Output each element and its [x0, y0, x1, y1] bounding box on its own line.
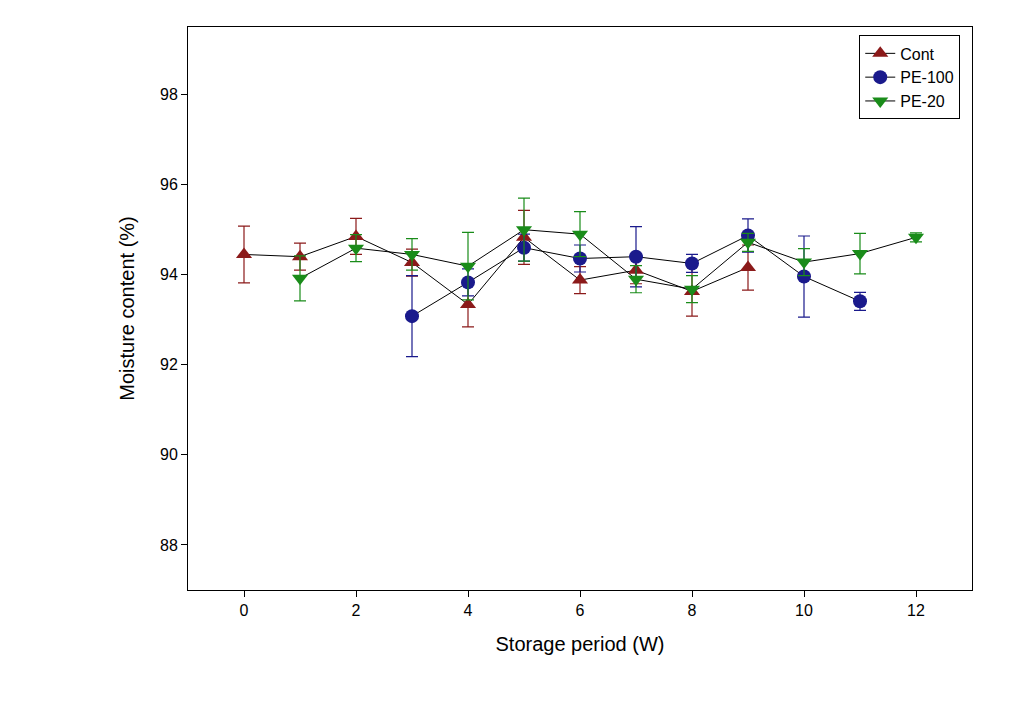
- svg-text:2: 2: [352, 602, 361, 619]
- svg-text:6: 6: [576, 602, 585, 619]
- svg-text:10: 10: [795, 602, 813, 619]
- svg-text:PE-100: PE-100: [900, 69, 953, 86]
- svg-text:PE-20: PE-20: [900, 93, 945, 110]
- svg-text:90: 90: [160, 446, 178, 463]
- svg-text:92: 92: [160, 356, 178, 373]
- svg-text:12: 12: [907, 602, 925, 619]
- svg-text:88: 88: [160, 537, 178, 554]
- svg-text:Cont: Cont: [900, 46, 934, 63]
- svg-text:98: 98: [160, 86, 178, 103]
- svg-text:96: 96: [160, 176, 178, 193]
- svg-text:94: 94: [160, 266, 178, 283]
- svg-text:Moisture content (%): Moisture content (%): [116, 216, 138, 401]
- svg-text:0: 0: [240, 602, 249, 619]
- svg-text:8: 8: [688, 602, 697, 619]
- svg-text:Storage period (W): Storage period (W): [496, 633, 665, 655]
- svg-text:4: 4: [464, 602, 473, 619]
